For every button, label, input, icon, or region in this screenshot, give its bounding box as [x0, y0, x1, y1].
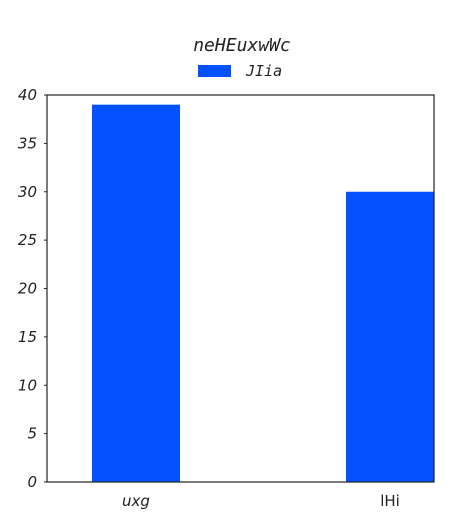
chart-title: neHEuxwWc [193, 35, 291, 56]
y-tick-label: 25 [18, 231, 37, 249]
bars-group [92, 104, 434, 483]
legend-label: JIia [245, 62, 282, 80]
y-tick-label: 35 [18, 134, 37, 152]
y-tick-label: 30 [18, 183, 37, 201]
x-tick-label: lHi [380, 492, 400, 510]
x-axis-ticks: uxg lHi [122, 492, 400, 510]
y-tick-label: 0 [27, 473, 37, 491]
bar-uxg [92, 104, 180, 483]
x-tick-label: uxg [122, 492, 150, 510]
legend-swatch [198, 65, 231, 77]
y-tick-label: 10 [18, 376, 37, 394]
y-tick-label: 40 [18, 86, 37, 104]
plot-frame [46, 94, 435, 483]
y-tick-label: 5 [27, 425, 37, 443]
y-axis-ticks: 0 5 10 15 20 25 30 35 40 [18, 86, 47, 491]
legend: JIia [198, 62, 282, 80]
y-tick-label: 20 [18, 280, 37, 298]
y-tick-label: 15 [18, 328, 37, 346]
bar-lHi [346, 191, 434, 482]
